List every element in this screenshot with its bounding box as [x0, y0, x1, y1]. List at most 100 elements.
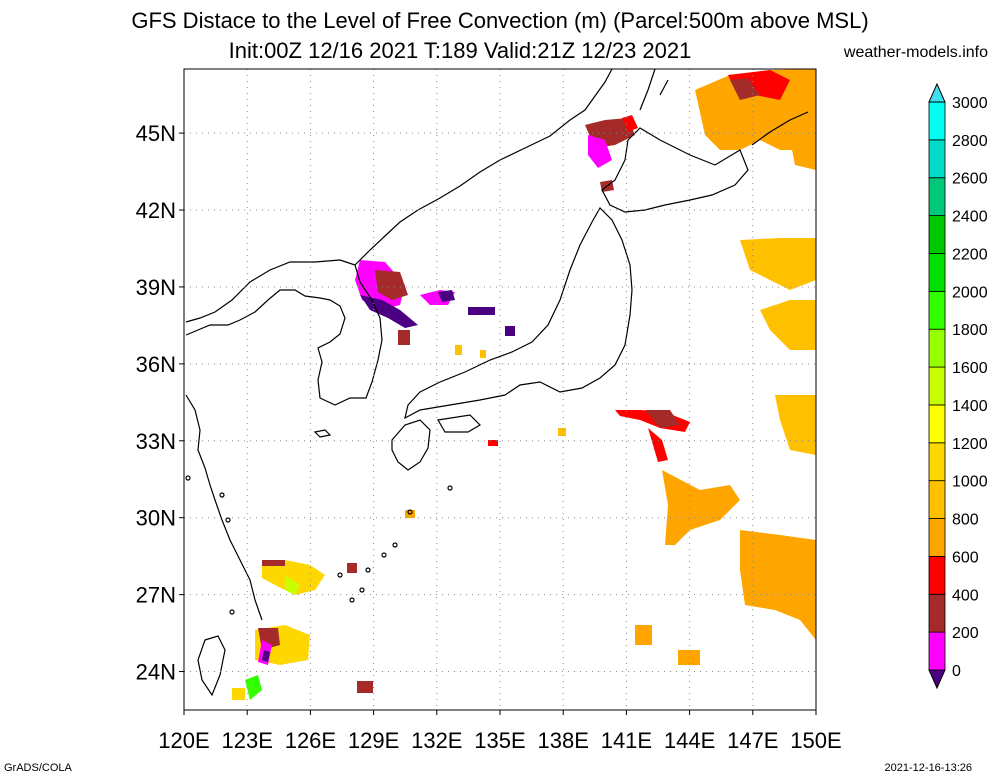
island	[359, 587, 365, 593]
colorbar-swatch	[928, 215, 946, 254]
field-patch	[775, 395, 816, 455]
lat-tick-label: 24N	[136, 660, 176, 685]
island	[225, 517, 231, 523]
island	[365, 567, 371, 573]
colorbar-swatch	[928, 290, 946, 330]
coastline	[197, 635, 226, 697]
field-patch	[695, 69, 816, 150]
map-title: GFS Distace to the Level of Free Convect…	[131, 8, 869, 33]
field-patch	[455, 345, 462, 355]
field-patch	[375, 270, 408, 300]
field-patch	[285, 575, 300, 595]
colorbar-swatch	[928, 518, 946, 557]
island	[447, 485, 453, 491]
field-patch	[678, 650, 700, 665]
coastline-layer	[185, 68, 809, 697]
lon-tick-label: 129E	[348, 728, 399, 753]
colorbar-swatch	[928, 593, 946, 633]
coastline	[639, 68, 669, 111]
colorbar-swatch	[928, 366, 946, 406]
field-patch	[480, 350, 486, 358]
lon-tick-label: 138E	[538, 728, 589, 753]
island	[349, 597, 355, 603]
map-subtitle: Init:00Z 12/16 2021 T:189 Valid:21Z 12/2…	[228, 38, 692, 63]
colorbar-swatch	[928, 139, 946, 179]
colorbar-label: 3000	[952, 95, 988, 112]
coastline	[437, 414, 481, 433]
island	[337, 572, 343, 578]
lon-tick-label: 126E	[285, 728, 336, 753]
colorbar-swatch	[928, 404, 946, 444]
field-patch	[488, 440, 498, 446]
colorbar-swatch	[928, 328, 946, 368]
island	[229, 609, 235, 615]
coastline	[404, 207, 633, 420]
lat-tick-label: 39N	[136, 275, 176, 300]
gridlines	[184, 69, 816, 710]
colorbar-label: 1800	[952, 322, 988, 339]
field-patch	[728, 70, 790, 100]
field-patch	[232, 688, 245, 700]
coastline	[185, 394, 263, 621]
credit-text: weather-models.info	[843, 44, 988, 61]
lat-tick-label: 33N	[136, 429, 176, 454]
field-patch	[360, 295, 418, 328]
lon-tick-label: 150E	[790, 728, 841, 753]
field-patch	[740, 238, 816, 290]
colorbar-label: 1600	[952, 360, 988, 377]
colorbar-label: 2600	[952, 171, 988, 188]
field-patch	[262, 560, 325, 595]
field-patch	[645, 410, 680, 428]
field-patch	[262, 650, 270, 662]
coastline	[391, 419, 431, 471]
field-patch	[558, 428, 566, 436]
lat-tick-label: 27N	[136, 583, 176, 608]
island	[185, 475, 191, 481]
colorbar-label: 2400	[952, 209, 988, 226]
colorbar-swatch	[928, 556, 946, 595]
field-patch	[245, 675, 262, 700]
lat-tick-label: 42N	[136, 198, 176, 223]
lon-ticks: 120E 123E 126E 129E 132E 135E 138E 141E 144E 147E…	[158, 710, 842, 753]
colorbar-label: 2800	[952, 133, 988, 150]
lon-tick-label: 141E	[601, 728, 652, 753]
field-patch	[347, 563, 357, 573]
colorbar-swatch	[928, 631, 946, 671]
field-patch	[357, 681, 373, 693]
field-patch	[505, 326, 515, 336]
colorbar-swatch	[928, 442, 946, 482]
field-patch	[662, 470, 740, 545]
lon-tick-label: 135E	[474, 728, 525, 753]
lon-tick-label: 147E	[727, 728, 778, 753]
lon-tick-label: 123E	[222, 728, 273, 753]
field-patch	[790, 130, 816, 170]
colorbar-high-arrow	[928, 82, 946, 103]
field-patch	[438, 290, 455, 302]
field-patch	[588, 135, 612, 168]
lon-tick-label: 120E	[158, 728, 209, 753]
colorbar-swatch	[928, 253, 946, 292]
lat-tick-label: 45N	[136, 121, 176, 146]
island	[392, 542, 398, 548]
lon-tick-label: 132E	[411, 728, 462, 753]
lat-ticks: 24N 27N 30N 33N 36N 39N 42N 45N	[136, 121, 184, 685]
colorbar-label: 2200	[952, 246, 988, 263]
colorbar-label: 200	[952, 625, 979, 642]
island	[219, 492, 225, 498]
colorbar-label: 800	[952, 512, 979, 529]
colorbar-low-arrow	[928, 669, 946, 690]
colorbar-label: 1000	[952, 474, 988, 491]
island	[407, 509, 413, 515]
footer-right: 2021-12-16-13:26	[884, 762, 972, 774]
field-patch	[740, 530, 816, 640]
coastline	[354, 68, 613, 266]
colorbar-label: 0	[952, 663, 961, 680]
colorbar-label: 1200	[952, 436, 988, 453]
lat-tick-label: 30N	[136, 506, 176, 531]
field-patch	[648, 428, 668, 462]
colorbar-label: 2000	[952, 284, 988, 301]
footer-left: GrADS/COLA	[4, 762, 72, 774]
field-patch	[622, 115, 638, 132]
coastline	[313, 429, 332, 438]
